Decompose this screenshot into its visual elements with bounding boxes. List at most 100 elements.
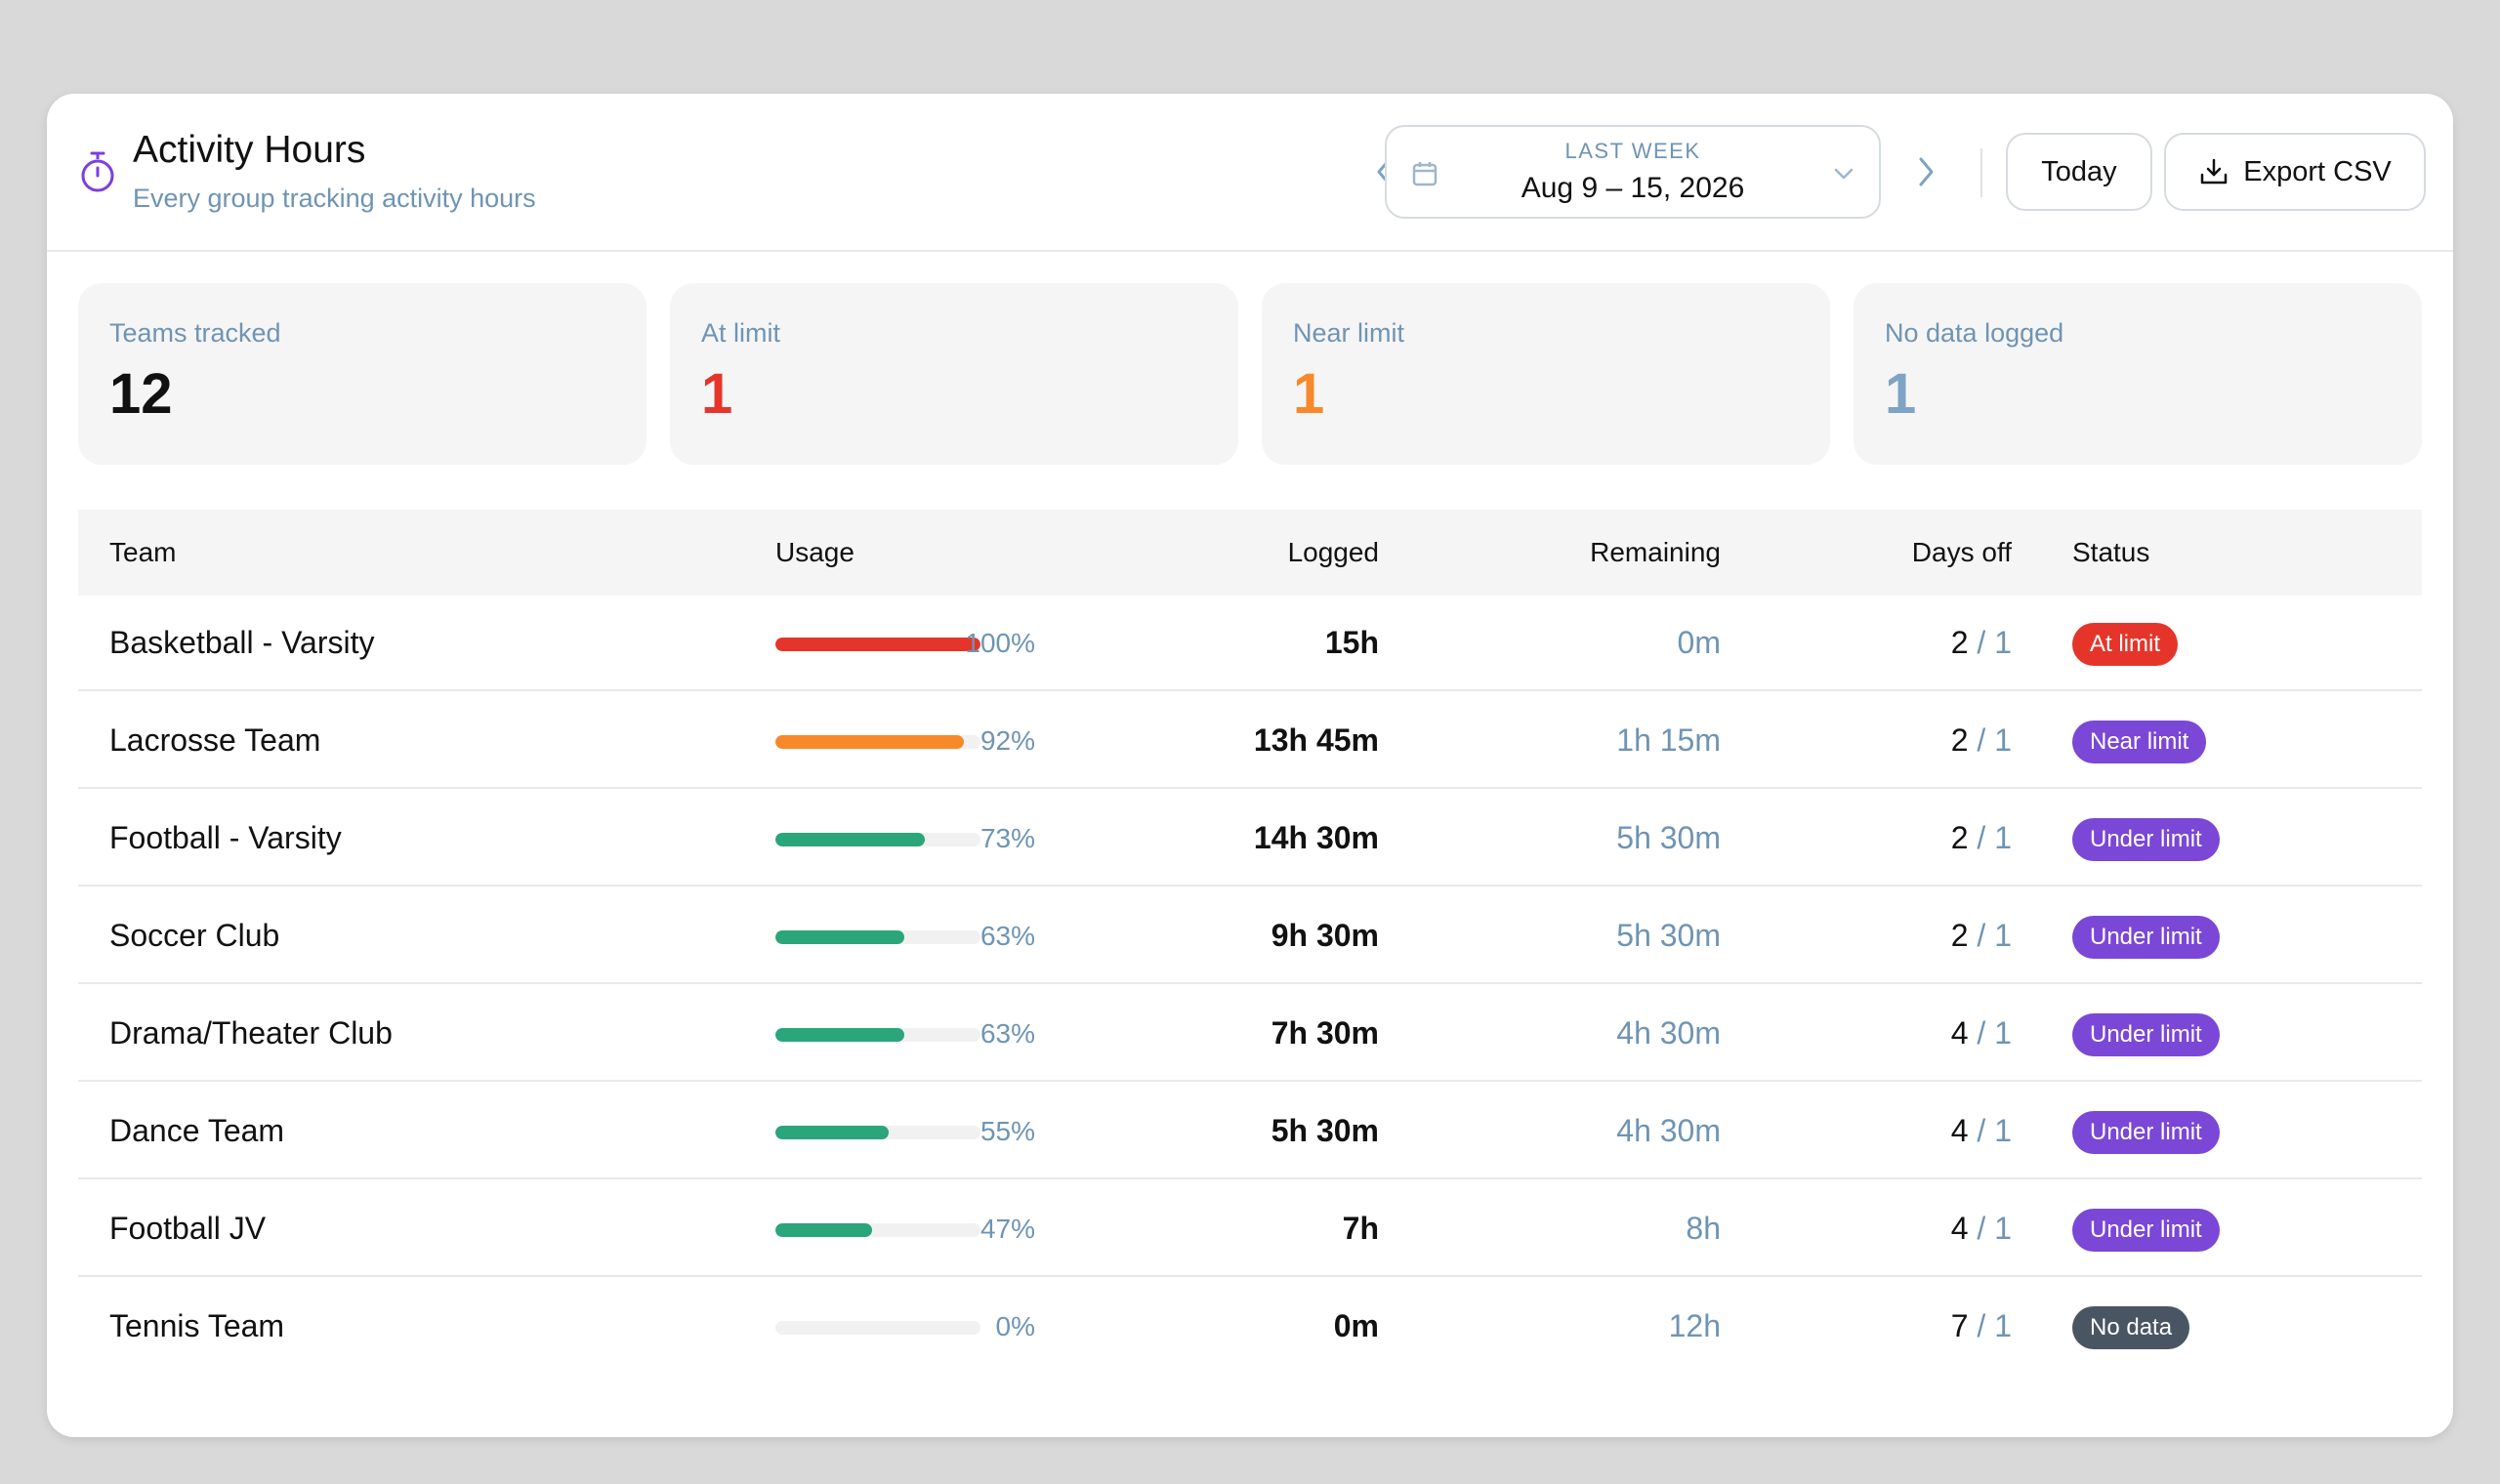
usage-bar-fill [775,735,965,749]
days-off-separator: / [1968,722,1995,758]
date-range-picker[interactable]: LAST WEEK Aug 9 – 15, 2026 [1385,125,1881,219]
usage-percent: 63% [979,921,1035,951]
table-row[interactable]: Basketball - Varsity 100% 15h 0m 2 / 1 A… [78,596,2422,691]
table-row[interactable]: Drama/Theater Club 63% 7h 30m 4h 30m 4 /… [78,986,2422,1082]
export-csv-label: Export CSV [2243,155,2392,187]
usage-percent: 100% [965,628,1035,658]
chevron-down-icon [1834,168,1854,180]
days-off-separator: / [1968,625,1995,660]
days-off-count: 4 [1950,1015,1969,1051]
remaining-hours: 5h 30m [1616,918,1721,953]
table-row[interactable]: Football JV 47% 7h 8h 4 / 1 Under limit [78,1181,2422,1277]
usage-bar [775,1028,980,1042]
stat-value: 12 [109,362,173,426]
logged-hours: 7h 30m [1271,1015,1379,1051]
page-title: Activity Hours [133,129,366,171]
usage-bar [775,1126,980,1139]
today-button[interactable]: Today [2006,133,2152,211]
stat-teams-tracked: Teams tracked 12 [78,283,646,465]
days-off-count: 4 [1950,1211,1969,1246]
table-row[interactable]: Lacrosse Team 92% 13h 45m 1h 15m 2 / 1 N… [78,693,2422,789]
stat-value: 1 [701,362,733,426]
stat-label: Near limit [1293,318,1405,348]
remaining-hours: 0m [1677,625,1721,660]
header-divider [1980,148,1982,197]
days-off: 2 / 1 [1951,625,2012,661]
days-off: 2 / 1 [1951,918,2012,954]
download-icon [2201,158,2228,185]
days-off-separator: / [1968,918,1995,953]
logged-hours: 15h [1324,625,1379,660]
team-name: Lacrosse Team [109,722,321,758]
days-off-limit: 1 [1994,625,2012,660]
days-off-count: 4 [1950,1113,1969,1148]
column-header-usage: Usage [775,537,854,567]
chevron-right-icon [1919,157,1934,186]
usage-bar-fill [775,1223,872,1237]
usage-bar-fill [775,930,905,944]
usage-bar-fill [775,833,926,846]
status-badge: Under limit [2072,1111,2220,1154]
usage-bar [775,833,980,846]
table-row[interactable]: Soccer Club 63% 9h 30m 5h 30m 2 / 1 Unde… [78,888,2422,984]
days-off-separator: / [1968,1113,1995,1148]
days-off-separator: / [1968,1211,1995,1246]
team-name: Basketball - Varsity [109,625,375,660]
usage-percent: 73% [979,823,1035,853]
logged-hours: 13h 45m [1253,722,1379,758]
days-off-separator: / [1968,1015,1995,1051]
team-name: Drama/Theater Club [109,1015,393,1051]
logged-hours: 5h 30m [1271,1113,1379,1148]
export-csv-button[interactable]: Export CSV [2164,133,2426,211]
table-header: Team Usage Logged Remaining Days off Sta… [78,510,2422,596]
team-name: Dance Team [109,1113,285,1148]
days-off-count: 2 [1950,722,1969,758]
table-row[interactable]: Tennis Team 0% 0m 12h 7 / 1 No data [78,1279,2422,1375]
days-off-count: 7 [1950,1308,1969,1343]
usage-percent: 92% [979,725,1035,756]
table-row[interactable]: Football - Varsity 73% 14h 30m 5h 30m 2 … [78,791,2422,886]
usage-percent: 47% [979,1214,1035,1244]
usage-bar-fill [775,1126,889,1139]
days-off-limit: 1 [1994,1211,2012,1246]
stat-no-data-logged: No data logged 1 [1854,283,2422,465]
column-header-remaining: Remaining [1590,537,1721,567]
usage-percent: 0% [995,1311,1035,1341]
days-off-limit: 1 [1994,1113,2012,1148]
stat-label: Teams tracked [109,318,281,348]
page-subtitle: Every group tracking activity hours [133,184,536,213]
days-off: 2 / 1 [1951,820,2012,856]
days-off-limit: 1 [1994,1308,2012,1343]
days-off-count: 2 [1950,625,1969,660]
days-off-limit: 1 [1994,820,2012,855]
stat-value: 1 [1293,362,1325,426]
team-name: Football - Varsity [109,820,342,855]
status-badge: Under limit [2072,1013,2220,1056]
stat-near-limit: Near limit 1 [1262,283,1830,465]
stat-label: No data logged [1885,318,2064,348]
logged-hours: 0m [1333,1308,1379,1343]
usage-percent: 63% [979,1018,1035,1049]
logged-hours: 7h [1342,1211,1379,1246]
stat-label: At limit [701,318,780,348]
usage-bar [775,930,980,944]
days-off-limit: 1 [1994,1015,2012,1051]
remaining-hours: 8h [1686,1211,1721,1246]
team-name: Tennis Team [109,1308,285,1343]
date-range-value: Aug 9 – 15, 2026 [1521,172,1745,204]
days-off-count: 2 [1950,918,1969,953]
column-header-logged: Logged [1287,537,1379,567]
activity-hours-card: Activity Hours Every group tracking acti… [47,94,2453,1437]
stat-at-limit: At limit 1 [670,283,1238,465]
calendar-icon [1412,162,1438,186]
next-week-button[interactable] [1906,152,1945,191]
column-header-team: Team [109,537,177,567]
table-row[interactable]: Dance Team 55% 5h 30m 4h 30m 4 / 1 Under… [78,1084,2422,1179]
status-badge: Under limit [2072,818,2220,861]
remaining-hours: 1h 15m [1616,722,1721,758]
days-off-count: 2 [1950,820,1969,855]
days-off-separator: / [1968,820,1995,855]
remaining-hours: 12h [1668,1308,1721,1343]
days-off: 2 / 1 [1951,722,2012,759]
stat-value: 1 [1885,362,1917,426]
